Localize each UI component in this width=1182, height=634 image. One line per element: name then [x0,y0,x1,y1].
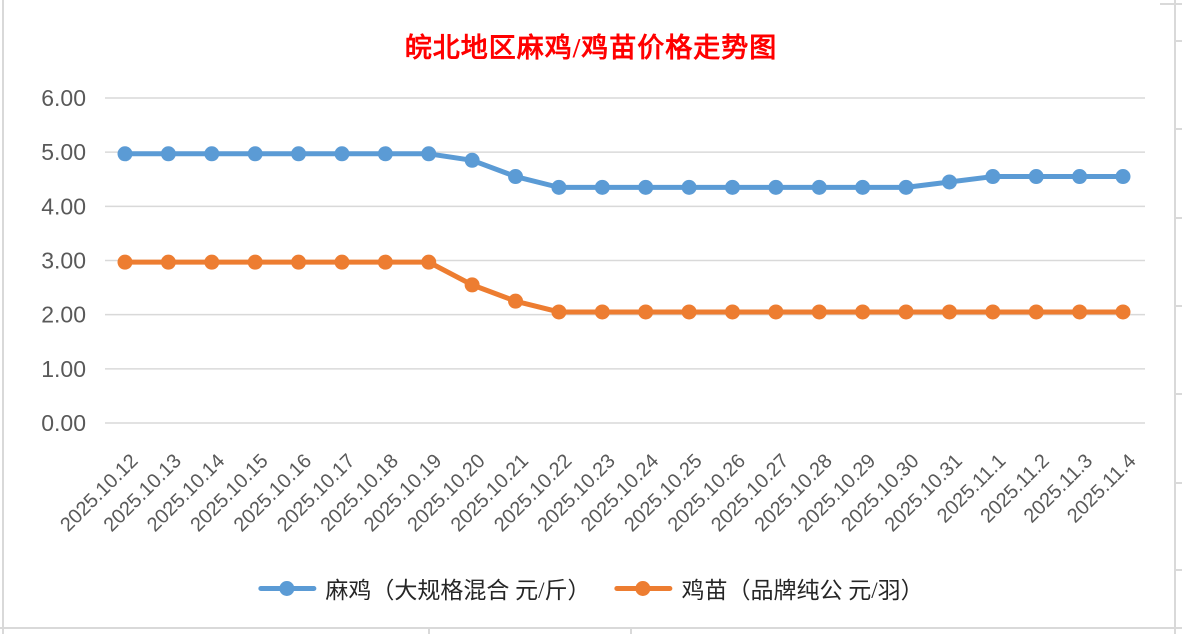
series-0 [117,146,1131,195]
spreadsheet-row-gridline [1175,128,1182,130]
y-tick-label: 1.00 [41,356,86,382]
data-point-marker [898,304,914,320]
data-point-marker [247,254,263,270]
data-point-marker [377,146,393,162]
spreadsheet-row-gridline [1175,40,1182,42]
data-point-marker [508,169,524,185]
legend-item-maji[interactable]: 麻鸡（大规格混合 元/斤） [258,571,591,605]
data-point-marker [377,254,393,270]
legend-label-maji: 麻鸡（大规格混合 元/斤） [325,578,591,603]
x-axis-tick-labels: 2025.10.122025.10.132025.10.142025.10.15… [56,450,1140,536]
legend-marker-line-dot-icon [614,580,673,596]
spreadsheet-column-gridline [428,627,430,634]
data-point-marker [117,146,133,162]
data-point-marker [638,179,654,195]
data-point-marker [724,179,740,195]
spreadsheet-row-gridline [1175,393,1182,395]
legend-item-jimiao[interactable]: 鸡苗（品牌纯公 元/羽） [614,571,924,605]
data-point-marker [1028,169,1044,185]
data-point-marker [160,254,176,270]
data-point-marker [768,179,784,195]
data-point-marker [334,146,350,162]
data-point-marker [551,179,567,195]
data-point-marker [117,254,133,270]
chart-title: 皖北地区麻鸡/鸡苗价格走势图 [404,33,778,63]
spreadsheet-gridline [1174,0,1176,634]
data-point-marker [1115,304,1131,320]
spreadsheet-row-gridline [1175,482,1182,484]
data-point-marker [204,254,220,270]
y-tick-label: 2.00 [41,302,86,328]
data-point-marker [811,179,827,195]
data-point-marker [594,179,610,195]
data-point-marker [464,152,480,168]
series-1 [117,254,1131,320]
spreadsheet-gridline [2,0,4,634]
y-axis-tick-labels: 6.00 5.00 4.00 3.00 2.00 1.00 0.00 [41,85,86,436]
y-tick-label: 6.00 [41,85,86,111]
spreadsheet-row-gridline [1175,569,1182,571]
data-point-marker [855,304,871,320]
data-point-marker [898,179,914,195]
y-tick-label: 4.00 [41,193,86,219]
data-point-marker [681,179,697,195]
series-line [122,259,1126,315]
data-point-marker [1072,169,1088,185]
data-point-marker [551,304,567,320]
legend-marker-line-dot-icon [258,580,317,596]
y-tick-label: 5.00 [41,139,86,165]
y-tick-label: 0.00 [41,410,86,436]
data-point-marker [855,179,871,195]
data-point-marker [464,277,480,293]
data-point-marker [681,304,697,320]
data-point-marker [1028,304,1044,320]
data-point-marker [811,304,827,320]
data-point-marker [334,254,350,270]
data-point-marker [1072,304,1088,320]
chart-legend: 麻鸡（大规格混合 元/斤） 鸡苗（品牌纯公 元/羽） [258,571,924,605]
y-tick-label: 3.00 [41,248,86,274]
data-point-marker [1115,169,1131,185]
data-point-marker [160,146,176,162]
spreadsheet-gridline [1160,3,1182,5]
data-point-marker [291,254,307,270]
spreadsheet-row-gridline [1175,305,1182,307]
data-point-marker [985,169,1001,185]
spreadsheet-column-gridline [630,627,632,634]
data-point-marker [247,146,263,162]
series-line [122,151,1126,190]
data-point-marker [291,146,307,162]
legend-label-jimiao: 鸡苗（品牌纯公 元/羽） [681,578,924,603]
data-point-marker [421,254,437,270]
data-point-marker [421,146,437,162]
data-point-marker [204,146,220,162]
spreadsheet-row-gridline [1175,217,1182,219]
data-point-marker [594,304,610,320]
data-point-marker [941,174,957,190]
data-point-marker [724,304,740,320]
data-point-marker [985,304,1001,320]
data-point-marker [638,304,654,320]
data-point-marker [768,304,784,320]
data-point-marker [508,293,524,309]
data-point-marker [941,304,957,320]
spreadsheet-gridline [0,627,1182,629]
